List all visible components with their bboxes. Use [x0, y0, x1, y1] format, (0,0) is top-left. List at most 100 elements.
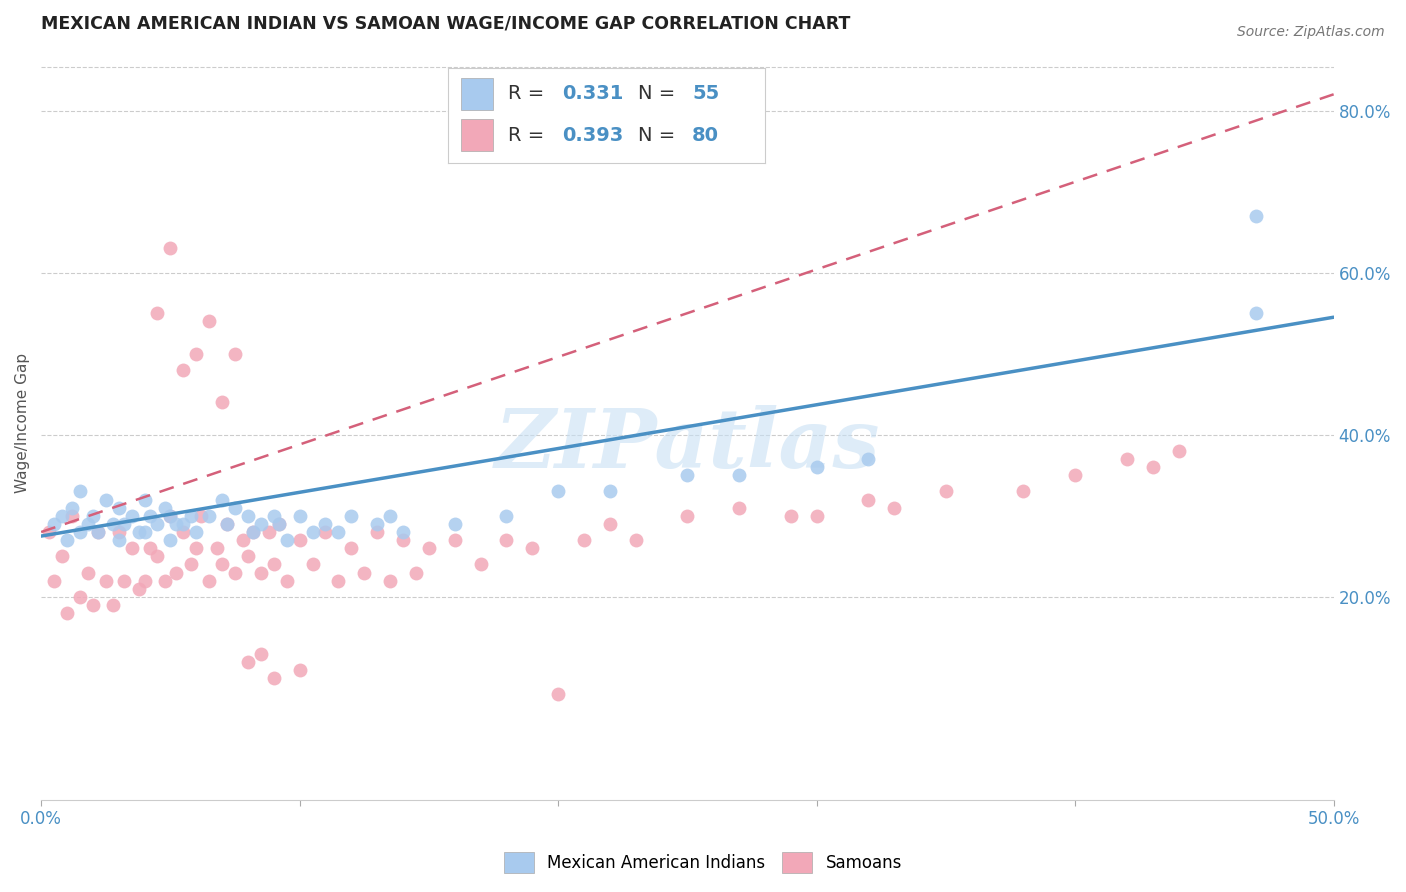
Point	[547, 687, 569, 701]
Point	[165, 566, 187, 580]
Point	[159, 533, 181, 548]
Point	[128, 582, 150, 596]
Point	[172, 363, 194, 377]
Point	[186, 347, 208, 361]
Point	[56, 606, 79, 620]
Point	[328, 524, 350, 539]
Point	[69, 524, 91, 539]
Point	[42, 516, 65, 531]
Point	[806, 508, 828, 523]
Point	[224, 566, 246, 580]
Point	[418, 541, 440, 556]
Point	[198, 314, 221, 328]
Point	[267, 516, 290, 531]
Point	[405, 566, 427, 580]
Point	[288, 533, 311, 548]
Point	[267, 516, 290, 531]
Point	[159, 508, 181, 523]
Point	[522, 541, 544, 556]
Point	[340, 541, 363, 556]
Point	[51, 549, 73, 564]
Point	[1115, 452, 1137, 467]
Point	[186, 541, 208, 556]
Point	[232, 533, 254, 548]
Point	[495, 533, 517, 548]
Point	[366, 516, 388, 531]
Point	[806, 460, 828, 475]
Point	[328, 574, 350, 588]
Point	[82, 508, 104, 523]
Point	[276, 574, 298, 588]
Point	[599, 516, 621, 531]
Point	[858, 452, 880, 467]
Point	[82, 598, 104, 612]
Point	[263, 671, 285, 685]
Point	[1012, 484, 1035, 499]
Point	[250, 516, 273, 531]
Point	[257, 524, 280, 539]
Point	[883, 500, 905, 515]
Point	[236, 549, 259, 564]
Point	[87, 524, 110, 539]
Point	[134, 524, 156, 539]
Point	[443, 533, 465, 548]
Point	[443, 516, 465, 531]
Point	[51, 508, 73, 523]
Point	[242, 524, 264, 539]
Point	[153, 574, 176, 588]
Point	[572, 533, 595, 548]
Point	[217, 516, 239, 531]
Point	[728, 500, 751, 515]
Point	[1142, 460, 1164, 475]
Point	[146, 306, 169, 320]
Point	[263, 558, 285, 572]
Point	[172, 516, 194, 531]
Point	[180, 508, 202, 523]
Point	[1064, 468, 1087, 483]
Point	[60, 500, 83, 515]
Point	[205, 541, 228, 556]
Point	[159, 508, 181, 523]
Point	[276, 533, 298, 548]
Point	[858, 492, 880, 507]
Point	[1244, 209, 1267, 223]
Point	[353, 566, 375, 580]
Point	[495, 508, 517, 523]
Point	[378, 508, 401, 523]
Point	[314, 524, 336, 539]
Point	[624, 533, 647, 548]
Point	[211, 395, 233, 409]
Point	[134, 574, 156, 588]
Text: ZIPatlas: ZIPatlas	[495, 405, 880, 485]
Point	[146, 549, 169, 564]
Point	[599, 484, 621, 499]
Point	[159, 241, 181, 255]
Point	[138, 508, 160, 523]
Point	[217, 516, 239, 531]
Point	[250, 647, 273, 661]
Point	[198, 508, 221, 523]
Point	[224, 500, 246, 515]
Point	[146, 516, 169, 531]
Point	[728, 468, 751, 483]
Point	[263, 508, 285, 523]
Point	[134, 492, 156, 507]
Point	[76, 566, 98, 580]
Point	[94, 574, 117, 588]
Point	[107, 524, 129, 539]
Point	[107, 500, 129, 515]
Point	[288, 663, 311, 677]
Point	[236, 655, 259, 669]
Point	[224, 347, 246, 361]
Point	[121, 508, 143, 523]
Text: MEXICAN AMERICAN INDIAN VS SAMOAN WAGE/INCOME GAP CORRELATION CHART: MEXICAN AMERICAN INDIAN VS SAMOAN WAGE/I…	[41, 15, 851, 33]
Point	[676, 468, 699, 483]
Point	[112, 516, 135, 531]
Point	[165, 516, 187, 531]
Point	[242, 524, 264, 539]
Point	[87, 524, 110, 539]
Point	[180, 558, 202, 572]
Point	[314, 516, 336, 531]
Point	[60, 508, 83, 523]
Point	[779, 508, 801, 523]
